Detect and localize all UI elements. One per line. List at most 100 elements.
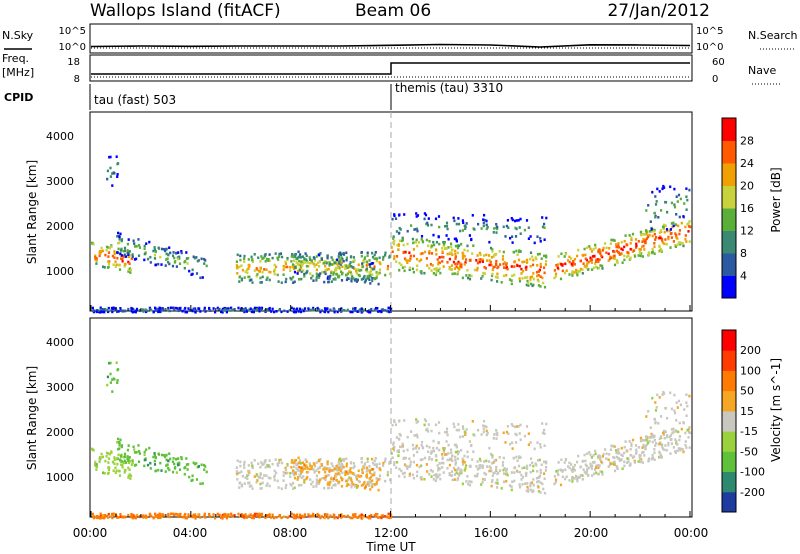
velocity-mark xyxy=(315,461,318,464)
power-y-label: Slant Range [km] xyxy=(25,160,39,264)
velocity-mark xyxy=(536,470,539,473)
velocity-mark xyxy=(392,443,395,446)
power-mark xyxy=(154,250,157,254)
power-mark xyxy=(123,246,127,250)
power-mark xyxy=(297,270,300,273)
power-mark xyxy=(564,262,567,266)
power-mark xyxy=(273,272,276,276)
velocity-mark xyxy=(293,514,297,517)
velocity-mark xyxy=(167,512,170,516)
velocity-mark xyxy=(491,478,494,482)
velocity-mark xyxy=(505,430,508,434)
power-mark xyxy=(243,276,246,279)
velocity-mark xyxy=(159,461,162,465)
velocity-mark xyxy=(375,512,378,516)
velocity-mark xyxy=(164,455,167,459)
velocity-mark xyxy=(351,481,354,484)
velocity-mark xyxy=(400,469,403,473)
power-mark xyxy=(438,261,441,265)
power-mark xyxy=(98,254,101,258)
power-mark xyxy=(320,309,323,312)
power-mark xyxy=(468,259,471,262)
power-mark xyxy=(525,268,528,271)
velocity-mark xyxy=(309,514,312,518)
power-mark xyxy=(199,276,202,280)
velocity-mark xyxy=(285,483,288,487)
power-mark xyxy=(545,255,548,259)
power-mark xyxy=(328,264,331,267)
velocity-mark xyxy=(126,448,129,452)
velocity-mark xyxy=(532,464,535,468)
velocity-mark xyxy=(617,451,621,455)
velocity-mark xyxy=(539,481,542,484)
velocity-mark xyxy=(466,455,469,459)
power-mark xyxy=(677,193,681,197)
velocity-mark xyxy=(352,466,355,470)
velocity-mark xyxy=(94,464,97,468)
power-mark xyxy=(545,254,548,258)
velocity-mark xyxy=(143,458,146,462)
power-mark xyxy=(292,275,295,279)
velocity-mark xyxy=(133,448,136,451)
power-mark xyxy=(408,268,411,272)
power-mark xyxy=(225,307,228,310)
power-mark xyxy=(490,278,493,282)
velocity-mark xyxy=(157,513,161,517)
power-mark xyxy=(377,282,380,286)
power-mark xyxy=(628,234,631,237)
power-mark xyxy=(161,247,164,251)
power-mark xyxy=(393,239,396,243)
velocity-mark xyxy=(491,474,494,478)
velocity-mark xyxy=(154,469,157,473)
power-mark xyxy=(105,249,108,252)
velocity-mark xyxy=(127,459,130,462)
power-mark xyxy=(416,229,419,233)
velocity-mark xyxy=(586,452,589,455)
power-mark xyxy=(275,310,278,313)
velocity-mark xyxy=(482,430,485,434)
power-mark xyxy=(429,263,432,266)
power-mark xyxy=(256,273,259,276)
power-mark xyxy=(348,264,351,267)
velocity-mark xyxy=(649,426,652,429)
power-mark xyxy=(119,309,122,312)
power-mark xyxy=(342,309,345,312)
power-mark xyxy=(120,254,124,257)
velocity-mark xyxy=(115,361,118,364)
power-mark xyxy=(412,254,415,258)
velocity-mark xyxy=(121,465,124,469)
power-mark xyxy=(315,255,318,258)
power-mark xyxy=(567,259,570,262)
velocity-mark xyxy=(177,457,180,460)
power-mark xyxy=(292,266,295,269)
velocity-mark xyxy=(326,462,329,466)
power-mark xyxy=(461,229,465,232)
power-mark xyxy=(116,175,119,178)
power-mark xyxy=(346,272,349,276)
x-axis-label: Time UT xyxy=(365,540,416,554)
velocity-mark xyxy=(281,461,284,465)
velocity-mark xyxy=(491,456,494,459)
power-mark xyxy=(149,261,152,264)
velocity-mark xyxy=(493,459,496,463)
velocity-mark xyxy=(345,484,348,488)
velocity-mark xyxy=(369,516,372,520)
power-mark xyxy=(568,255,571,259)
power-mark xyxy=(96,309,99,312)
velocity-mark xyxy=(107,452,110,455)
velocity-mark xyxy=(674,451,677,454)
velocity-mark xyxy=(663,436,666,440)
power-mark xyxy=(291,253,294,256)
power-mark xyxy=(316,274,319,278)
velocity-mark xyxy=(526,482,529,485)
power-mark xyxy=(481,258,485,262)
velocity-mark xyxy=(384,515,387,518)
power-mark xyxy=(669,228,672,231)
power-mark xyxy=(643,248,646,251)
power-mark xyxy=(482,218,485,221)
power-mark xyxy=(492,266,495,269)
velocity-mark xyxy=(464,464,468,467)
power-mark xyxy=(579,259,582,263)
power-mark xyxy=(537,274,540,277)
power-mark xyxy=(650,230,653,233)
